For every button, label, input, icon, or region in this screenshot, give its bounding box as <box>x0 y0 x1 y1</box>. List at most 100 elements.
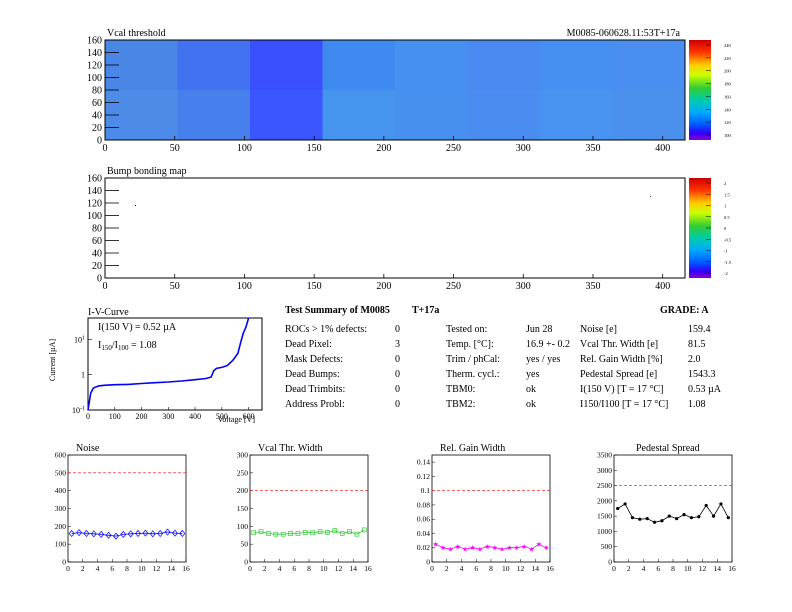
plot-frame <box>67 454 187 563</box>
vcal-threshold-map: Vcal threshold M0085-060628.11:53T+17a 0… <box>87 28 732 154</box>
series-line <box>617 503 729 523</box>
y-tick-label: 60 <box>92 98 102 109</box>
data-point <box>347 529 352 535</box>
data-point <box>83 529 90 538</box>
y-tick-label: 150 <box>237 504 249 513</box>
data-point <box>142 529 149 537</box>
data-point: ★ <box>469 544 475 552</box>
iv-annot2-post: = 1.08 <box>128 340 156 351</box>
x-tick-label: 100 <box>237 281 252 292</box>
y-tick-label: 300 <box>55 504 67 513</box>
x-tick-label: 16 <box>546 564 554 573</box>
data-point: ★ <box>455 543 461 551</box>
iv-title: I-V-Curve <box>88 307 129 318</box>
data-point <box>105 531 112 539</box>
iv-x-tick-label: 500 <box>216 412 228 421</box>
roc-block <box>177 90 250 140</box>
bump-map-palette-labels: 2 1.5 1 0.5 0 -0.5 -1 -1.5 -2 <box>706 181 732 276</box>
summary-value: 0.53 µA <box>688 384 721 395</box>
top-map-title: Vcal threshold <box>107 28 166 39</box>
palette-label: 100 <box>724 133 732 138</box>
top-map-roc-blocks <box>105 40 685 140</box>
x-tick-label: 6 <box>292 564 296 573</box>
x-tick-label: 50 <box>170 281 180 292</box>
plot-title: Noise <box>76 443 100 454</box>
series-line <box>253 529 365 535</box>
x-tick-label: 2 <box>627 564 631 573</box>
y-tick-label: 300 <box>237 451 249 460</box>
roc-block <box>540 40 613 90</box>
summary-label: Trim / phCal: <box>446 354 501 365</box>
summary-value: 16.9 +- 0.2 <box>526 339 570 350</box>
y-tick-label: 500 <box>55 468 67 477</box>
iv-y-tick-label: 1 <box>81 371 85 380</box>
y-tick-label: 0.08 <box>417 500 430 509</box>
data-point <box>127 530 134 538</box>
data-point <box>273 531 279 537</box>
y-tick-label: 0.14 <box>417 458 430 467</box>
iv-series-line <box>87 317 250 411</box>
plot-title: Vcal Thr. Width <box>258 443 323 454</box>
x-tick-label: 0 <box>103 143 108 154</box>
x-tick-label: 8 <box>489 564 493 573</box>
data-point <box>325 530 330 535</box>
iv-annot2-mid: /I <box>112 340 118 351</box>
data-point <box>164 528 171 536</box>
roc-block <box>395 90 468 140</box>
palette-label: 240 <box>724 43 732 48</box>
roc-block <box>322 40 395 90</box>
summary-label: Noise [e] <box>580 324 617 335</box>
summary-value: 159.4 <box>688 324 711 335</box>
y-tick-label: 1500 <box>597 512 612 521</box>
data-point: ★ <box>433 541 439 549</box>
x-tick-label: 10 <box>138 564 146 573</box>
palette-label: 0.5 <box>724 215 730 220</box>
data-point: ★ <box>514 544 520 552</box>
x-tick-label: 8 <box>671 564 675 573</box>
data-point: ★ <box>477 546 483 554</box>
x-tick-label: 200 <box>376 281 391 292</box>
data-point <box>171 529 178 537</box>
x-tick-label: 350 <box>585 143 600 154</box>
iv-y-tick-exp: -1 <box>80 406 85 412</box>
data-point <box>711 514 716 518</box>
iv-annot2-sub1: 150 <box>101 344 112 352</box>
summary-value: 2.0 <box>688 354 701 365</box>
data-point <box>652 520 657 524</box>
x-tick-label: 150 <box>307 281 322 292</box>
y-tick-label: 3500 <box>597 451 612 460</box>
y-tick-label: 20 <box>92 123 102 134</box>
data-point: ★ <box>484 543 490 551</box>
x-tick-label: 300 <box>516 143 531 154</box>
roc-block <box>250 90 323 140</box>
y-tick-label: 2500 <box>597 481 612 490</box>
x-tick-label: 16 <box>182 564 190 573</box>
iv-y-tick-label: 101 <box>74 335 85 344</box>
x-tick-label: 400 <box>655 143 670 154</box>
summary-label: Therm. cycl.: <box>446 369 500 380</box>
summary-label: TBM0: <box>446 384 476 395</box>
plot-noise: Noise 0 2 4 6 8 10 12 14 16 0 100 200 300 400 500 600 <box>55 443 190 573</box>
palette-label: -0.5 <box>724 237 732 242</box>
summary-value: 0 <box>395 354 400 365</box>
bump-map-plot-area <box>104 177 686 279</box>
data-point <box>630 516 635 520</box>
summary-label: Tested on: <box>446 324 488 335</box>
y-tick-label: 40 <box>92 111 102 122</box>
top-map-palette-labels: 240 220 200 180 160 140 120 100 <box>706 43 732 138</box>
data-point <box>149 530 156 538</box>
data-point <box>697 515 701 519</box>
palette-label: 200 <box>724 69 732 74</box>
x-tick-label: 12 <box>153 564 161 573</box>
x-tick-label: 12 <box>517 564 525 573</box>
roc-block <box>467 90 540 140</box>
summary-label: Dead Bumps: <box>285 369 340 380</box>
iv-x-tick-label: 600 <box>243 412 255 421</box>
roc-block <box>177 40 250 90</box>
iv-y-tick-base: 10 <box>72 406 80 415</box>
x-tick-label: 2 <box>263 564 267 573</box>
bump-map-defect-point <box>135 205 136 206</box>
summary-header-tag: T+17a <box>412 305 440 316</box>
summary-label: Address Probl: <box>285 399 345 410</box>
x-tick-label: 4 <box>642 564 646 573</box>
